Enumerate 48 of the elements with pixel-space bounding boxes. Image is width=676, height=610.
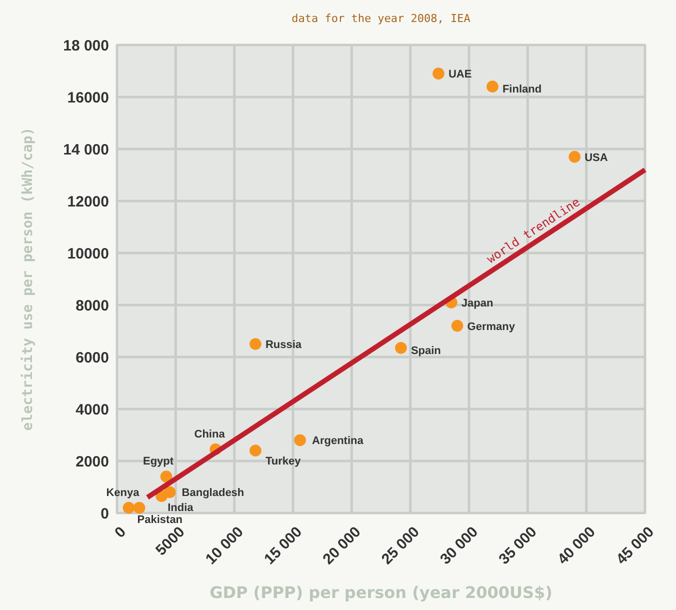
x-tick-label: 0 — [112, 524, 130, 542]
x-tick-label: 25 000 — [378, 524, 423, 568]
x-tick-label: 35 000 — [496, 524, 540, 568]
y-tick-label: 18 000 — [63, 37, 109, 54]
annotation: Spain — [410, 344, 442, 357]
annotation: USA — [584, 152, 608, 164]
x-tick-label: 20 000 — [320, 524, 364, 568]
point — [294, 434, 306, 446]
x-tick-label: 15 000 — [261, 524, 306, 568]
annotation: Egypt — [143, 456, 174, 468]
annotation: Russia — [265, 339, 302, 351]
point — [395, 342, 407, 354]
annotation: Argentina — [312, 435, 364, 448]
chart-title: data for the year 2008, IEA — [292, 12, 471, 25]
point — [486, 80, 498, 93]
annotation: Turkey — [265, 456, 302, 468]
annotation: Bangladesh — [182, 487, 244, 500]
point — [568, 150, 581, 163]
annotation: India — [168, 502, 194, 514]
x-tick-label: 40 000 — [554, 524, 599, 568]
y-tick-label: 14 000 — [63, 141, 109, 158]
annotation: Japan — [461, 297, 494, 310]
annotation: UAE — [448, 68, 472, 81]
y-tick-label: 12000 — [67, 193, 109, 210]
annotation: Kenya — [106, 486, 140, 499]
y-tick-label: 2000 — [76, 453, 109, 470]
point — [250, 444, 262, 457]
y-axis-title: electricity use per person (kWh/cap) — [20, 127, 36, 431]
x-tick-label: 30 000 — [437, 524, 482, 568]
x-tick-label: 10 000 — [202, 524, 247, 568]
point — [133, 502, 146, 514]
point — [250, 338, 262, 350]
y-tick-label: 16000 — [67, 89, 109, 106]
y-tick-label: 6000 — [76, 349, 109, 366]
point — [432, 68, 444, 80]
point — [122, 502, 135, 514]
x-tick-label: 45 000 — [613, 524, 658, 568]
point — [451, 320, 464, 332]
y-tick-label: 4000 — [76, 401, 109, 418]
annotation: China — [194, 428, 226, 440]
annotation: Germany — [467, 320, 516, 333]
annotation: Pakistan — [137, 514, 183, 526]
y-tick-label: 10000 — [67, 245, 109, 262]
annotation: Finland — [502, 84, 542, 96]
x-axis-title: GDP (PPP) per person (year 2000US$) — [210, 583, 552, 602]
y-tick-label: 0 — [100, 505, 109, 522]
point — [160, 470, 172, 483]
y-tick-label: 8000 — [76, 297, 109, 314]
